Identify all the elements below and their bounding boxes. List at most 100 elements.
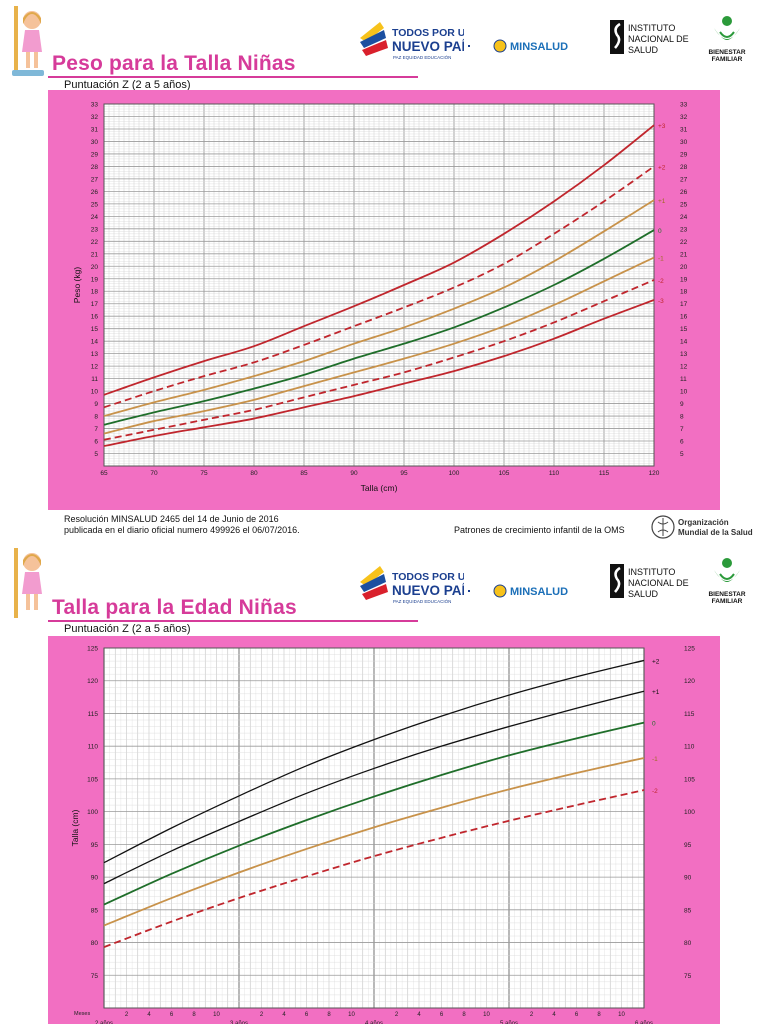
- y-tick-label: 5: [94, 451, 98, 458]
- bienestar2-line2: FAMILIAR: [712, 598, 743, 605]
- series-label: 0: [658, 228, 662, 235]
- y-tick-label: 24: [91, 214, 99, 221]
- series-line: [103, 199, 655, 417]
- chart-subtitle-2: Puntuación Z (2 a 5 años): [64, 623, 191, 635]
- x-year-label: 3 años: [230, 1021, 248, 1024]
- y-tick-label-right: 18: [680, 289, 688, 296]
- y-tick-label-right: 6: [680, 439, 684, 446]
- x-month-tick-label: 10: [348, 1012, 355, 1018]
- y-tick-label-right: 125: [684, 646, 695, 653]
- todos-por-un-nuevo-pais-logo: TODOS POR UN NUEVO PAÍS PAZ EQUIDAD EDUC…: [356, 18, 474, 66]
- series-line: [103, 659, 645, 864]
- series-label: -3: [658, 298, 664, 305]
- y-tick-label-right: 27: [680, 176, 688, 183]
- series-line: [103, 256, 655, 435]
- x-month-tick-label: 4: [552, 1012, 556, 1018]
- y-tick-label-right: 115: [684, 711, 695, 718]
- y-tick-label-right: 29: [680, 151, 688, 158]
- y-tick-label-right: 8: [680, 414, 684, 421]
- minsalud2-text: MINSALUD: [510, 586, 568, 598]
- y-tick-label-right: 24: [680, 214, 688, 221]
- y-tick-label: 22: [91, 239, 99, 246]
- todos-line2: NUEVO PAÍS: [392, 39, 464, 54]
- y-tick-label: 25: [91, 201, 99, 208]
- y-tick-label-right: 75: [684, 973, 692, 980]
- girl-scale-icon: [6, 4, 48, 78]
- y-tick-label: 17: [91, 301, 99, 308]
- bienestar2-line1: BIENESTAR: [708, 591, 745, 598]
- series-line: [103, 757, 645, 927]
- x-tick-label: 90: [350, 470, 358, 477]
- todos2-line2: NUEVO PAÍS: [392, 583, 464, 598]
- x-month-tick-label: 8: [597, 1012, 601, 1018]
- y-tick-label-right: 110: [684, 744, 695, 751]
- months-label: Meses: [74, 1011, 90, 1017]
- y-tick-label: 23: [91, 226, 99, 233]
- y-tick-label: 85: [91, 907, 99, 914]
- series-label: 0: [652, 721, 656, 728]
- y-tick-label-right: 12: [680, 364, 688, 371]
- y-tick-label: 27: [91, 176, 99, 183]
- todos-tagline: PAZ EQUIDAD EDUCACIÓN: [393, 54, 451, 60]
- y-tick-label-right: 100: [684, 809, 695, 816]
- y-tick-label: 100: [87, 809, 98, 816]
- x-year-label: 2 años: [95, 1021, 113, 1024]
- chart-title-2: Talla para la Edad Niñas: [52, 596, 297, 619]
- minsalud-logo: MINSALUD: [468, 34, 576, 58]
- y-tick-label-right: 26: [680, 189, 688, 196]
- y-tick-label: 13: [91, 351, 99, 358]
- y-tick-label-right: 17: [680, 301, 688, 308]
- y-tick-label: 16: [91, 314, 99, 321]
- y-axis-label: Peso (kg): [72, 267, 82, 304]
- y-tick-label-right: 10: [680, 389, 688, 396]
- todos-line1: TODOS POR UN: [392, 27, 464, 39]
- series-line: [103, 299, 655, 447]
- x-tick-label: 105: [499, 470, 510, 477]
- series-label: +3: [658, 123, 666, 130]
- y-tick-label: 110: [88, 744, 99, 751]
- y-tick-label: 32: [91, 114, 99, 121]
- x-month-tick-label: 2: [395, 1012, 399, 1018]
- ins-logo-2: INSTITUTO NACIONAL DE SALUD: [610, 562, 698, 602]
- title-underline-2: [48, 620, 418, 622]
- series-line: [103, 721, 645, 906]
- minsalud-logo-2: MINSALUD: [468, 579, 576, 603]
- girl-scale-icon-2: [6, 546, 48, 620]
- x-month-tick-label: 8: [327, 1012, 331, 1018]
- x-month-tick-label: 8: [192, 1012, 196, 1018]
- x-year-label: 4 años: [365, 1021, 383, 1024]
- series-label: -2: [652, 788, 658, 795]
- ins-line2: NACIONAL DE: [628, 34, 689, 44]
- plot-frame: [103, 647, 645, 1009]
- y-tick-label: 9: [94, 401, 98, 408]
- who-line1: Organización: [678, 518, 729, 527]
- y-tick-label-right: 7: [680, 426, 684, 433]
- y-tick-label: 95: [91, 842, 99, 849]
- title-underline: [48, 76, 418, 78]
- y-tick-label: 20: [91, 264, 99, 271]
- y-tick-label: 14: [91, 339, 99, 346]
- plot-frame: [103, 103, 655, 467]
- y-tick-label: 80: [91, 940, 99, 947]
- series-line: [103, 229, 655, 426]
- bienestar-line1: BIENESTAR: [708, 49, 745, 56]
- y-tick-label: 31: [91, 126, 99, 133]
- y-tick-label-right: 90: [684, 875, 692, 882]
- y-tick-label-right: 14: [680, 339, 688, 346]
- y-tick-label-right: 23: [680, 226, 688, 233]
- chart-title: Peso para la Talla Niñas: [52, 52, 296, 75]
- y-tick-label: 30: [91, 139, 99, 146]
- y-tick-label: 29: [91, 151, 99, 158]
- x-year-label: 5 años: [500, 1021, 518, 1024]
- x-month-tick-label: 4: [147, 1012, 151, 1018]
- x-tick-label: 115: [599, 470, 610, 477]
- bienestar-line2: FAMILIAR: [712, 56, 743, 63]
- y-tick-label: 7: [94, 426, 98, 433]
- ins2-line3: SALUD: [628, 589, 659, 599]
- x-tick-label: 65: [100, 470, 108, 477]
- y-tick-label: 11: [91, 376, 98, 383]
- x-month-tick-label: 4: [282, 1012, 286, 1018]
- resolution-line2: publicada en el diario oficial numero 49…: [64, 525, 300, 535]
- y-tick-label-right: 120: [684, 678, 695, 685]
- y-tick-label-right: 30: [680, 139, 688, 146]
